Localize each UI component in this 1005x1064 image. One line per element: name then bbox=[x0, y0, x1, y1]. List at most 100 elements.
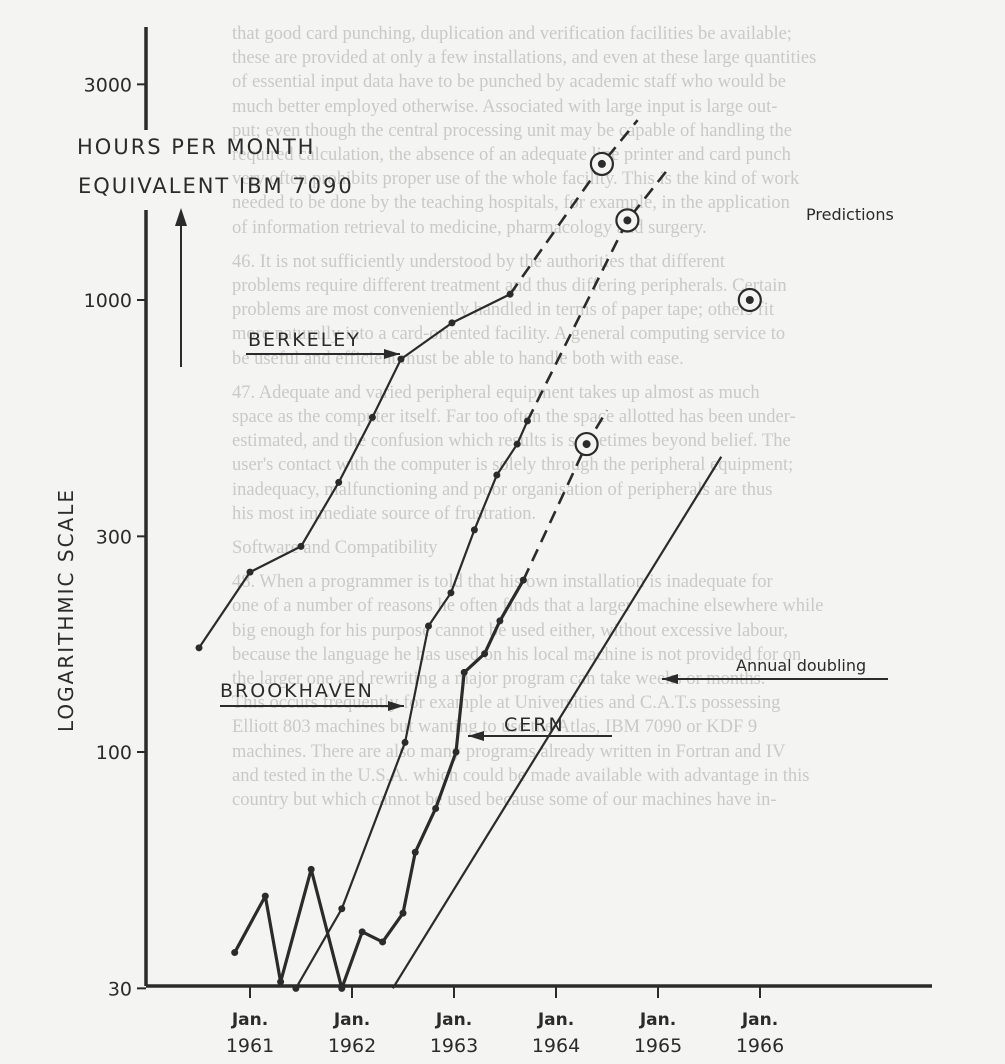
cern-data-point bbox=[411, 848, 419, 856]
berkeley-data-point bbox=[448, 319, 456, 327]
bleed-line: 46. It is not sufficiently understood by… bbox=[232, 251, 726, 272]
cern-data-point bbox=[358, 928, 366, 936]
predictions-label: Predictions bbox=[806, 205, 894, 224]
y-tick-label: 3000 bbox=[84, 74, 132, 96]
berkeley-line bbox=[198, 293, 511, 649]
series-layer bbox=[195, 119, 762, 992]
bleed-line: Software and Compatibility bbox=[232, 538, 438, 559]
cern-data-point bbox=[277, 978, 285, 986]
x-tick-label-month: Jan. bbox=[639, 1010, 676, 1030]
brookhaven-data-point bbox=[513, 440, 521, 448]
x-tick-label-year: 1966 bbox=[736, 1035, 784, 1057]
annotations: HOURS PER MONTH EQUIVALENT IBM 7090 LOGA… bbox=[54, 135, 894, 741]
cern-data-point bbox=[231, 949, 239, 957]
berkeley-data-point bbox=[335, 478, 343, 486]
cern-line bbox=[233, 579, 525, 990]
x-tick-label-year: 1962 bbox=[328, 1035, 376, 1057]
x-tick-label-month: Jan. bbox=[741, 1010, 778, 1030]
bleed-line: and tested in the U.S.A. which could be … bbox=[232, 765, 810, 786]
bleed-line: Elliott 803 machines but wanting to use … bbox=[232, 717, 758, 738]
annual-doubling-arrow-head bbox=[662, 674, 678, 684]
y-unit-label-line1: HOURS PER MONTH bbox=[77, 135, 315, 159]
berkeley-data-point bbox=[195, 644, 203, 652]
bleed-line: much better employed otherwise. Associat… bbox=[232, 96, 778, 117]
bleed-line: his most immediate source of frustration… bbox=[232, 503, 537, 524]
y-unit-arrow-head bbox=[175, 208, 187, 226]
cern-data-point bbox=[481, 650, 489, 658]
bleed-line: the larger one and rewriting a major pro… bbox=[232, 669, 766, 690]
cern-data-point bbox=[307, 865, 315, 873]
brookhaven-data-point bbox=[447, 589, 455, 597]
berkeley-arrow-head bbox=[384, 349, 400, 359]
brookhaven-data-point bbox=[338, 905, 346, 913]
bleed-line: 48. When a programmer is told that his o… bbox=[232, 572, 773, 593]
brookhaven-data-point bbox=[470, 526, 478, 534]
axes: 3000 1000 300 100 30 Jan. 1961 Jan. 1962 Jan. 1963… bbox=[84, 27, 932, 1057]
annual-doubling-line bbox=[391, 456, 723, 989]
bleed-line: that good card punching, duplication and… bbox=[232, 24, 792, 44]
cern-data-point bbox=[452, 748, 460, 756]
background-page-text: that good card punching, duplication and… bbox=[232, 22, 992, 812]
bleed-line: machines. There are also many programs a… bbox=[232, 741, 786, 762]
berkeley-data-point bbox=[397, 355, 405, 363]
bleed-line: these are provided at only a few install… bbox=[232, 48, 817, 69]
y-tick-label: 100 bbox=[96, 742, 132, 764]
x-tick-label-month: Jan. bbox=[537, 1010, 574, 1030]
brookhaven-data-point bbox=[401, 738, 409, 746]
brookhaven-data-point bbox=[493, 471, 501, 479]
berkeley-prediction-line bbox=[509, 119, 639, 295]
y-unit-label-line2: EQUIVALENT IBM 7090 bbox=[78, 174, 354, 198]
brookhaven-arrow-head bbox=[388, 701, 404, 711]
x-tick-label-year: 1961 bbox=[226, 1035, 274, 1057]
cern-data-point bbox=[399, 909, 407, 917]
prediction-marker-dot bbox=[745, 296, 754, 304]
brookhaven-prediction-line bbox=[526, 168, 670, 422]
berkeley-data-point bbox=[246, 568, 254, 576]
bleed-line: very often prohibits proper use of the w… bbox=[232, 169, 800, 190]
berkeley-data-point bbox=[297, 542, 305, 550]
x-tick-label-month: Jan. bbox=[333, 1010, 370, 1030]
cern-data-point bbox=[496, 617, 504, 625]
x-tick-label-year: 1963 bbox=[430, 1035, 478, 1057]
bleed-line: more naturally into a card-oriented faci… bbox=[232, 324, 786, 345]
brookhaven-data-point bbox=[523, 417, 531, 425]
prediction-marker-dot bbox=[597, 159, 606, 168]
bleed-line: needed to be done by the teaching hospit… bbox=[232, 193, 790, 214]
cern-data-point bbox=[519, 576, 527, 584]
bleed-line: space as the computer itself. Far too of… bbox=[232, 407, 796, 428]
cern-data-point bbox=[261, 892, 269, 900]
x-tick-label-year: 1964 bbox=[532, 1035, 580, 1057]
y-tick-label: 300 bbox=[96, 526, 132, 548]
bleed-line: problems are most conveniently handled i… bbox=[232, 300, 774, 321]
bleed-line: estimated, and the confusion which resul… bbox=[232, 431, 791, 452]
bleed-line: problems require different treatment and… bbox=[232, 276, 787, 297]
berkeley-data-point bbox=[368, 413, 376, 421]
brookhaven-line bbox=[294, 420, 529, 989]
prediction-marker-dot bbox=[582, 440, 591, 449]
cern-label: CERN bbox=[504, 714, 565, 736]
bleed-line: inadequacy, malfunctioning and poor orga… bbox=[232, 479, 773, 500]
brookhaven-data-point bbox=[292, 984, 300, 992]
bleed-line: of information retrieval to medicine, ph… bbox=[232, 217, 707, 238]
cern-data-point bbox=[338, 984, 346, 992]
berkeley-label: BERKELEY bbox=[248, 329, 361, 351]
bleed-line: put; even though the central processing … bbox=[232, 120, 792, 141]
bleed-line: one of a number of reasons he often find… bbox=[232, 596, 824, 617]
cern-data-point bbox=[460, 668, 468, 676]
bleed-line: This occurs frequently for example at Un… bbox=[232, 693, 781, 714]
y-tick-label: 1000 bbox=[84, 290, 132, 312]
x-tick-label-month: Jan. bbox=[435, 1010, 472, 1030]
annual-doubling-label: Annual doubling bbox=[736, 656, 866, 675]
prediction-marker-dot bbox=[623, 216, 632, 225]
cern-arrow-head bbox=[468, 731, 484, 741]
x-tick-label-year: 1965 bbox=[634, 1035, 682, 1057]
berkeley-data-point bbox=[506, 290, 514, 298]
bleed-line: of essential input data have to be punch… bbox=[232, 72, 786, 93]
bleed-line: 47. Adequate and varied peripheral equip… bbox=[232, 382, 760, 403]
bleed-line: country but which cannot be used because… bbox=[232, 790, 777, 811]
bleed-line: because the language he has used on his … bbox=[232, 644, 802, 665]
bleed-line: big enough for his purpose cannot be use… bbox=[232, 620, 788, 641]
y-axis-title: LOGARITHMIC SCALE bbox=[54, 488, 78, 732]
cern-data-point bbox=[432, 804, 440, 812]
